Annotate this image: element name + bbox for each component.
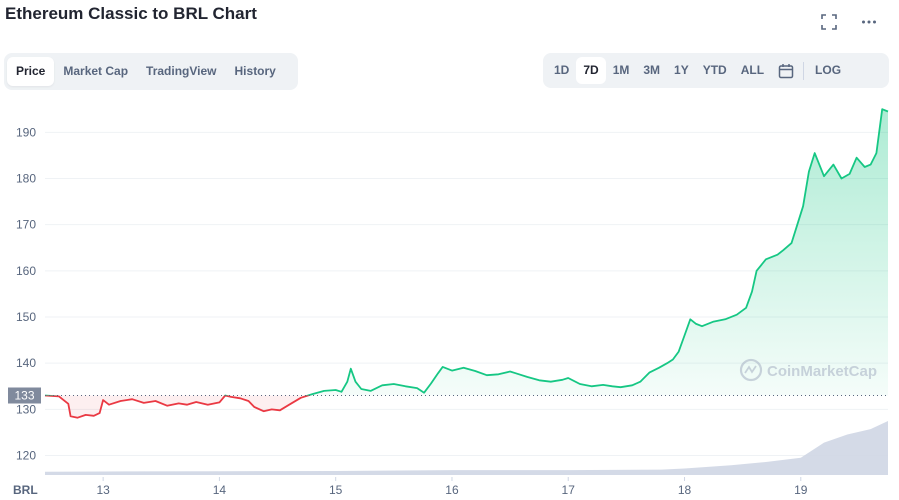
x-tick-label: 17: [562, 483, 576, 497]
currency-label: BRL: [13, 483, 38, 497]
fullscreen-icon[interactable]: [817, 10, 841, 34]
price-area-up: [45, 109, 888, 396]
range-divider: [803, 61, 805, 80]
x-tick-label: 13: [96, 483, 110, 497]
tab-history[interactable]: History: [234, 64, 276, 78]
x-tick-label: 14: [213, 483, 227, 497]
price-line-down: [44, 395, 311, 419]
price-line-up: [44, 108, 889, 396]
range-1m[interactable]: 1M: [612, 63, 630, 77]
more-icon[interactable]: [857, 10, 881, 34]
calendar-icon[interactable]: [771, 57, 801, 84]
page-title: Ethereum Classic to BRL Chart: [5, 4, 257, 23]
y-tick-label: 170: [16, 218, 36, 232]
y-tick-label: 190: [16, 125, 36, 139]
baseline-badge: [8, 387, 41, 404]
range-3m[interactable]: 3M: [643, 63, 661, 77]
x-tick-label: 15: [329, 483, 343, 497]
range-ytd[interactable]: YTD: [702, 63, 727, 77]
logo-mark: [744, 365, 757, 374]
y-tick-label: 180: [16, 171, 36, 185]
time-range-selector: 1D 7D 1M 3M 1Y YTD ALL LOG: [543, 53, 889, 88]
x-tick-label: 16: [445, 483, 459, 497]
y-tick-label: 150: [16, 310, 36, 324]
volume-area: [45, 421, 888, 475]
chart-view-tabs: Price Market Cap TradingView History: [4, 53, 298, 90]
y-tick-label: 160: [16, 264, 36, 278]
tab-tradingview[interactable]: TradingView: [146, 64, 217, 78]
watermark-text: CoinMarketCap: [767, 363, 877, 380]
y-tick-label: 130: [16, 402, 36, 416]
log-toggle[interactable]: LOG: [815, 63, 842, 77]
x-tick-label: 19: [794, 483, 808, 497]
range-7d[interactable]: 7D: [576, 57, 606, 84]
y-tick-label: 140: [16, 356, 36, 370]
range-1d[interactable]: 1D: [554, 63, 570, 77]
price-area-down: [45, 395, 308, 418]
watermark: CoinMarketCap: [739, 358, 877, 382]
range-1y[interactable]: 1Y: [674, 63, 689, 77]
range-all[interactable]: ALL: [740, 63, 765, 77]
tab-price[interactable]: Price: [7, 57, 55, 86]
x-tick-label: 18: [678, 483, 692, 497]
tab-market-cap[interactable]: Market Cap: [63, 64, 129, 78]
coinmarketcap-logo-icon: [739, 358, 763, 382]
baseline-label: 133: [14, 389, 34, 403]
y-tick-label: 120: [16, 449, 36, 463]
